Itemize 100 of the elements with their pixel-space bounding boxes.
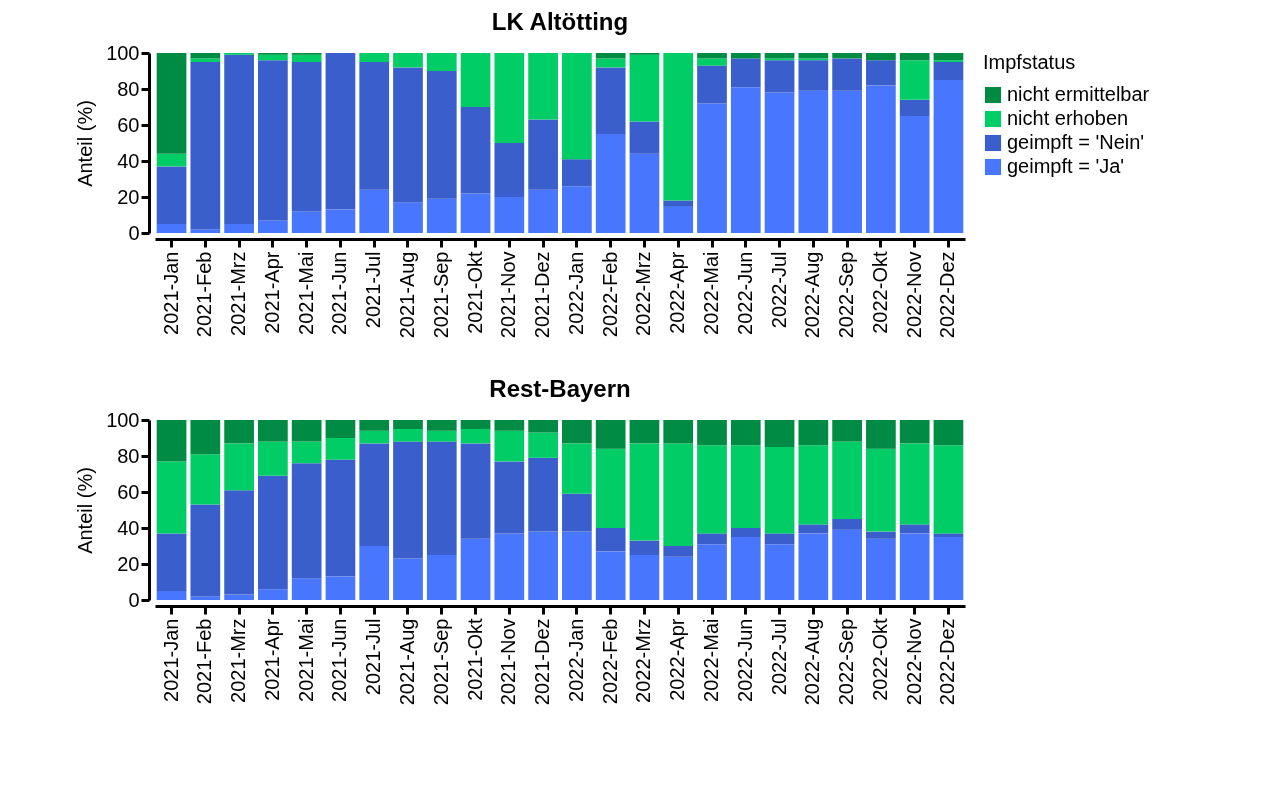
bar (832, 529, 862, 600)
bar (663, 420, 694, 444)
bar (697, 445, 727, 534)
bar (764, 420, 795, 447)
bar (730, 537, 761, 600)
y-tick-label: 60 (117, 480, 140, 503)
bar (798, 90, 829, 233)
bar (494, 430, 525, 462)
bar (460, 193, 491, 233)
bar (460, 420, 491, 429)
bar (528, 432, 558, 458)
bar (528, 189, 558, 233)
bar (730, 445, 761, 528)
bar (697, 420, 727, 446)
bar (798, 420, 829, 446)
bar (359, 430, 390, 444)
bar (291, 211, 322, 233)
bar (224, 594, 254, 600)
bar (899, 99, 930, 116)
bar (866, 448, 896, 532)
bar (359, 62, 390, 190)
bar (933, 445, 964, 534)
bar (258, 220, 288, 233)
bar (258, 54, 288, 61)
y-tick-label: 40 (117, 149, 140, 172)
bar (764, 92, 795, 233)
bar (730, 528, 761, 537)
bar (832, 58, 862, 91)
bar (494, 53, 525, 143)
bar (325, 576, 356, 600)
x-tick-label: 2022-Mai (700, 618, 722, 702)
x-tick-label: 2022-Nov (902, 251, 925, 339)
bar (595, 551, 626, 600)
bar (494, 533, 525, 600)
bar (190, 53, 221, 59)
bar (190, 62, 221, 230)
bar (629, 555, 660, 600)
bar (325, 209, 356, 233)
bar (494, 197, 525, 233)
bar (190, 596, 221, 600)
x-tick-label: 2021-Mrz (227, 618, 250, 703)
bar (156, 533, 187, 591)
bar (224, 443, 254, 491)
bar (393, 558, 423, 600)
bar (190, 229, 221, 233)
bar (528, 53, 558, 120)
chart-title: LK Altötting (491, 8, 629, 35)
bar (460, 53, 491, 107)
bar (528, 457, 558, 532)
bar (224, 490, 254, 595)
bar (460, 443, 491, 539)
x-tick-label: 2021-Aug (396, 251, 418, 339)
bar (933, 420, 964, 446)
bar (697, 544, 727, 600)
x-tick-label: 2021-Jul (362, 618, 385, 696)
bar (730, 58, 761, 88)
bar (359, 189, 390, 233)
bar (933, 62, 964, 80)
x-tick-label: 2022-Okt (868, 618, 891, 701)
x-tick-label: 2021-Sep (429, 251, 452, 339)
x-tick-label: 2022-Aug (801, 251, 824, 339)
bar (933, 533, 964, 537)
bar (866, 531, 896, 539)
bar (832, 519, 862, 530)
bar (866, 420, 896, 449)
bar (798, 533, 829, 600)
x-tick-label: 2022-Feb (598, 618, 621, 705)
bar (933, 537, 964, 600)
x-tick-label: 2021-Jan (159, 618, 182, 702)
x-tick-label: 2022-Dez (936, 618, 959, 706)
bar (156, 224, 187, 233)
x-tick-label: 2021-Dez (531, 251, 554, 339)
y-tick-label: 80 (117, 77, 140, 100)
bar (156, 420, 187, 462)
bar (359, 546, 390, 600)
x-tick-label: 2022-Apr (666, 251, 689, 334)
bar (663, 546, 694, 557)
bar (359, 443, 390, 546)
bar (156, 461, 187, 534)
bar (595, 420, 626, 449)
x-tick-label: 2021-Okt (463, 618, 486, 701)
bar (629, 121, 660, 154)
y-axis-title: Anteil (%) (74, 467, 97, 554)
y-tick-label: 20 (117, 185, 140, 208)
bar (697, 53, 727, 59)
bar (899, 533, 930, 600)
bar (562, 186, 592, 233)
bar (156, 591, 187, 600)
bar (663, 556, 694, 600)
bar (933, 53, 964, 61)
bar (562, 53, 592, 160)
x-tick-label: 2021-Apr (260, 251, 283, 334)
bar (562, 531, 592, 600)
x-tick-label: 2022-Jul (767, 618, 790, 696)
x-tick-label: 2021-Mrz (227, 251, 250, 336)
bar (325, 53, 356, 210)
bar (258, 60, 288, 221)
bar (663, 443, 694, 546)
bar (595, 134, 626, 233)
bar (258, 475, 288, 590)
